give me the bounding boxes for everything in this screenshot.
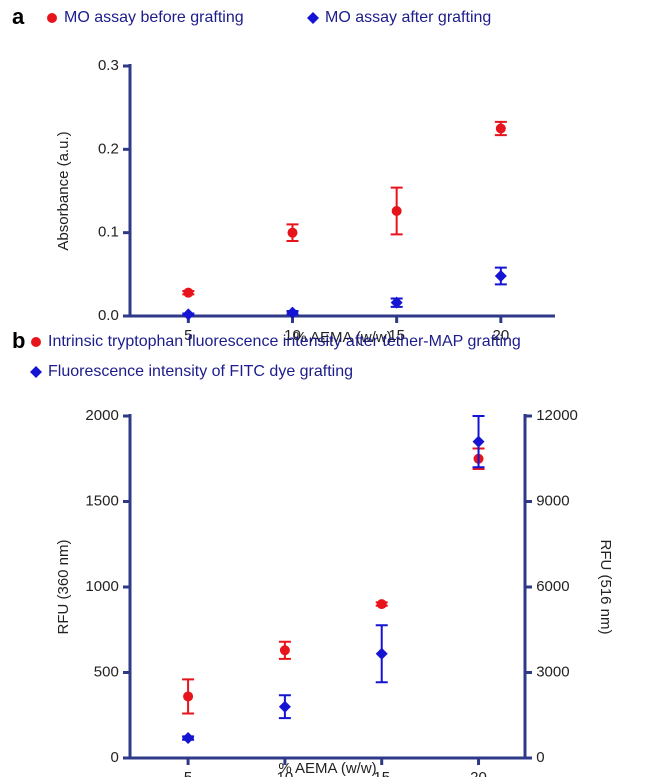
x-tick-label: 5 bbox=[184, 769, 192, 777]
x-tick-label: 10 bbox=[284, 327, 301, 344]
point bbox=[279, 645, 290, 656]
y-tick-label: 0 bbox=[110, 749, 118, 766]
point bbox=[183, 287, 194, 298]
point bbox=[376, 599, 387, 610]
point bbox=[390, 296, 403, 309]
point bbox=[278, 700, 291, 713]
x-tick-label: 15 bbox=[373, 769, 390, 777]
legend-marker bbox=[30, 366, 42, 378]
y-tick-label: 12000 bbox=[536, 407, 578, 424]
point bbox=[495, 123, 506, 134]
point bbox=[287, 227, 298, 238]
panel-label: b bbox=[12, 328, 25, 353]
y-tick-label: 0.0 bbox=[98, 307, 119, 324]
y-tick-label: 3000 bbox=[536, 663, 569, 680]
y-tick-label: 1500 bbox=[85, 492, 118, 509]
point bbox=[182, 308, 195, 321]
legend-marker bbox=[307, 12, 319, 24]
point bbox=[286, 306, 299, 319]
legend-label: Intrinsic tryptophan fluorescence intens… bbox=[48, 333, 521, 350]
y-tick-label: 2000 bbox=[85, 407, 118, 424]
legend-label: Fluorescence intensity of FITC dye graft… bbox=[48, 363, 353, 380]
y-tick-label: 0.3 bbox=[98, 57, 119, 74]
legend-label: MO assay before grafting bbox=[64, 9, 244, 26]
x-tick-label: 10 bbox=[277, 769, 294, 777]
point bbox=[494, 270, 507, 282]
x-tick-label: 20 bbox=[492, 327, 509, 344]
x-tick-label: 15 bbox=[388, 327, 405, 344]
y-tick-label: 1000 bbox=[85, 578, 118, 595]
y-axis-label: Absorbance (a.u.) bbox=[55, 131, 72, 250]
point bbox=[182, 732, 195, 745]
y-tick-label: 0.2 bbox=[98, 140, 119, 157]
x-axis-label: % AEMA (w/w) bbox=[278, 760, 376, 777]
x-tick-label: 5 bbox=[184, 327, 192, 344]
y-tick-label: 9000 bbox=[536, 492, 569, 509]
y2-axis-label: RFU (516 nm) bbox=[597, 539, 614, 634]
y-tick-label: 500 bbox=[94, 663, 119, 680]
point bbox=[183, 691, 194, 702]
point bbox=[391, 206, 402, 216]
point bbox=[472, 435, 485, 448]
panel-label: a bbox=[12, 4, 25, 29]
legend-label: MO assay after grafting bbox=[325, 9, 491, 26]
point bbox=[375, 647, 388, 660]
x-axis-label: % AEMA (w/w) bbox=[293, 329, 391, 346]
legend-marker bbox=[47, 13, 57, 23]
y-axis-label: RFU (360 nm) bbox=[55, 539, 72, 634]
legend-marker bbox=[31, 337, 41, 347]
y-tick-label: 0.1 bbox=[98, 224, 119, 241]
y-tick-label: 0 bbox=[536, 749, 544, 766]
x-tick-label: 20 bbox=[470, 769, 487, 777]
y-tick-label: 6000 bbox=[536, 578, 569, 595]
